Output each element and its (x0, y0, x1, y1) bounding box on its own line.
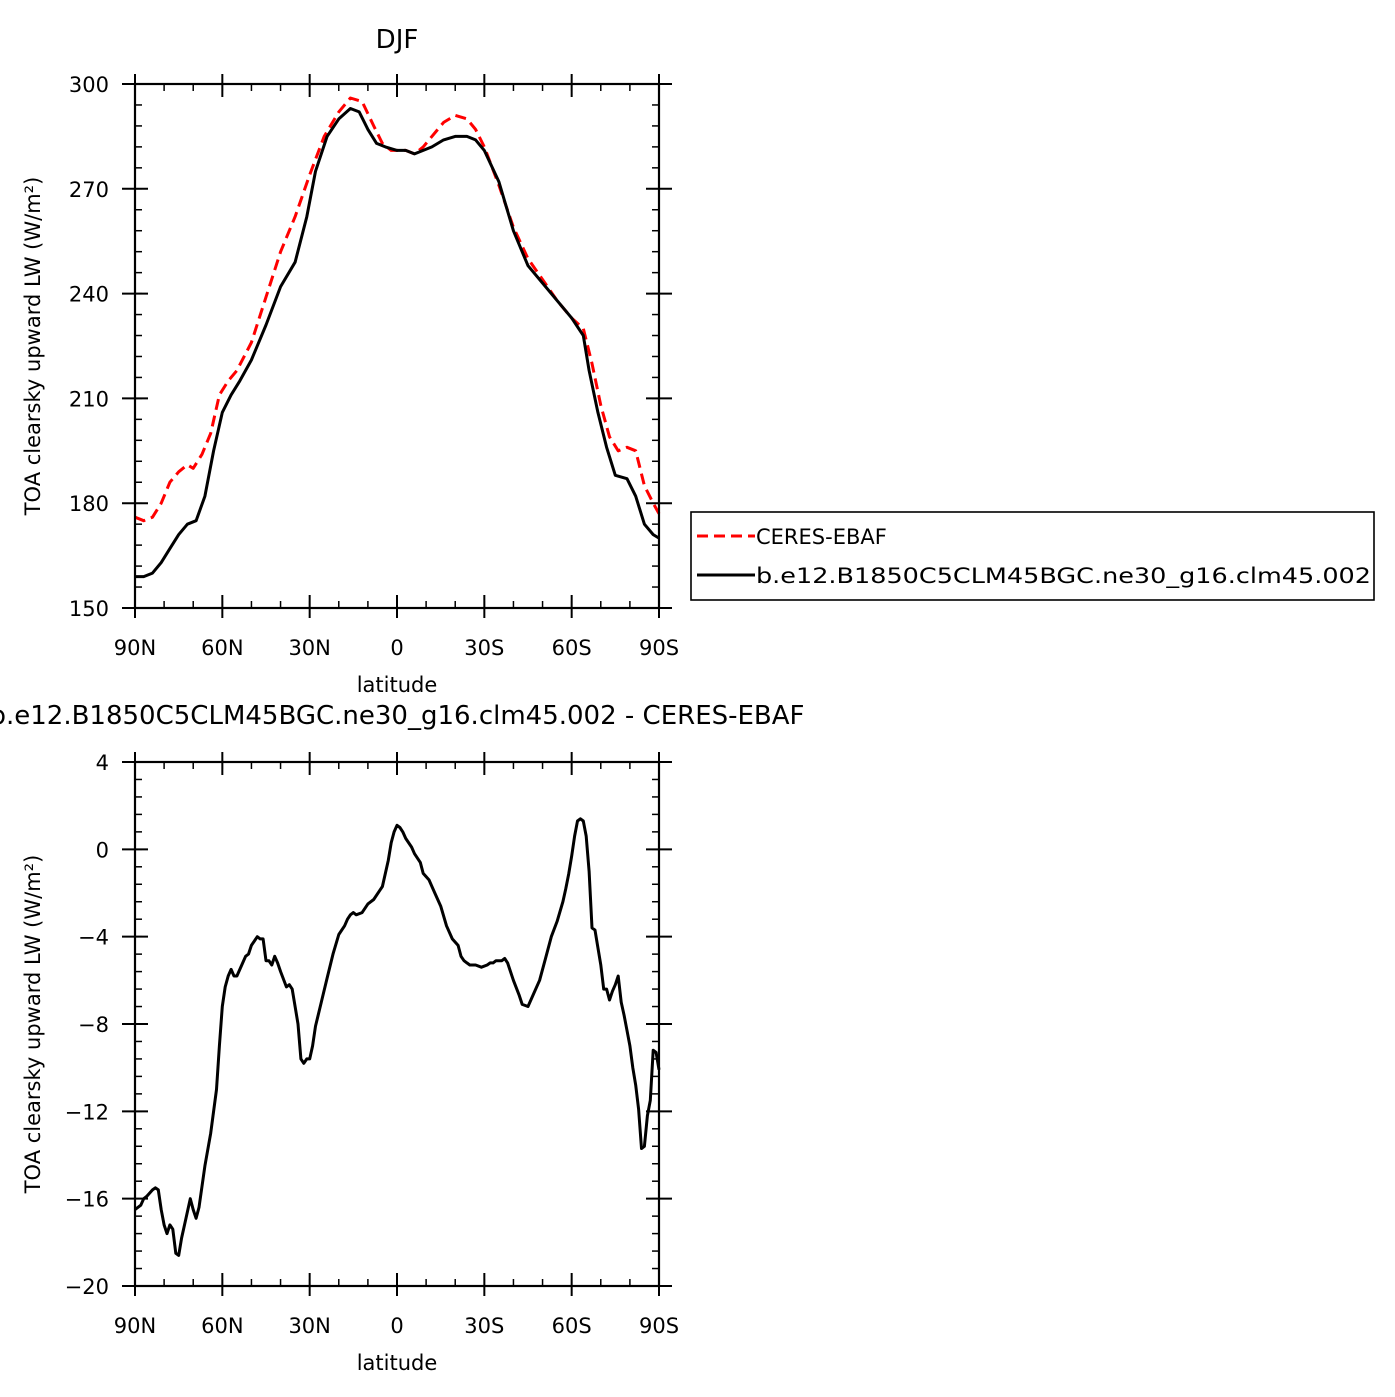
x-tick-label: 60N (201, 1314, 243, 1338)
legend-label-ceres: CERES-EBAF (756, 525, 887, 549)
y-tick-label: −12 (65, 1100, 109, 1124)
y-tick-label: −16 (65, 1188, 109, 1212)
legend: CERES-EBAF b.e12.B1850C5CLM45BGC.ne30_g1… (690, 511, 1375, 601)
chart-title: DJF (376, 25, 419, 55)
x-tick-label: 90S (639, 1314, 679, 1338)
y-tick-label: 180 (69, 492, 109, 516)
x-tick-label: 30S (464, 636, 504, 660)
axis-ticks: 90N 60N 30N 0 30S 60S 90S 150 180 210 240 270 300 (69, 73, 679, 660)
y-tick-label: −8 (78, 1013, 109, 1037)
y-axis-title: TOA clearsky upward LW (W/m²) (21, 855, 45, 1195)
y-tick-label: −4 (78, 926, 109, 950)
plot-frame (133, 760, 661, 1288)
plot-frame (133, 82, 661, 610)
axis-ticks: 90N 60N 30N 0 30S 60S 90S −20 −16 −12 −8 −4 0 4 (65, 751, 679, 1338)
x-tick-label: 30N (288, 636, 330, 660)
x-tick-label: 90S (639, 636, 679, 660)
y-tick-label: −20 (65, 1275, 109, 1299)
series-line-difference (134, 817, 661, 1257)
y-tick-label: 4 (96, 751, 109, 775)
x-axis-title: latitude (357, 1351, 438, 1375)
x-tick-label: 0 (390, 1314, 403, 1338)
top-panel: DJF 90N 60N 30N 0 30S 60S 90S 150 180 210 240 270 30… (21, 25, 679, 697)
x-tick-label: 0 (390, 636, 403, 660)
x-tick-label: 60S (552, 636, 592, 660)
series-group (134, 817, 661, 1257)
x-tick-label: 60N (201, 636, 243, 660)
x-tick-label: 90N (114, 1314, 156, 1338)
bottom-panel: b.e12.B1850C5CLM45BGC.ne30_g16.clm45.002… (0, 701, 805, 1375)
y-tick-label: 270 (69, 178, 109, 202)
y-tick-label: 210 (69, 387, 109, 411)
x-axis-title: latitude (357, 673, 438, 697)
chart-title: b.e12.B1850C5CLM45BGC.ne30_g16.clm45.002… (0, 701, 805, 731)
x-tick-label: 90N (114, 636, 156, 660)
legend-label-model: b.e12.B1850C5CLM45BGC.ne30_g16.clm45.002 (756, 564, 1371, 589)
series-line-model (135, 107, 660, 579)
legend-box (690, 511, 1375, 601)
x-tick-label: 30S (464, 1314, 504, 1338)
x-tick-label: 30N (288, 1314, 330, 1338)
x-tick-label: 60S (552, 1314, 592, 1338)
y-tick-label: 300 (69, 73, 109, 97)
y-tick-label: 150 (69, 597, 109, 621)
series-group (134, 96, 661, 579)
y-axis-title: TOA clearsky upward LW (W/m²) (21, 177, 45, 517)
y-tick-label: 240 (69, 283, 109, 307)
y-tick-label: 0 (96, 838, 109, 862)
